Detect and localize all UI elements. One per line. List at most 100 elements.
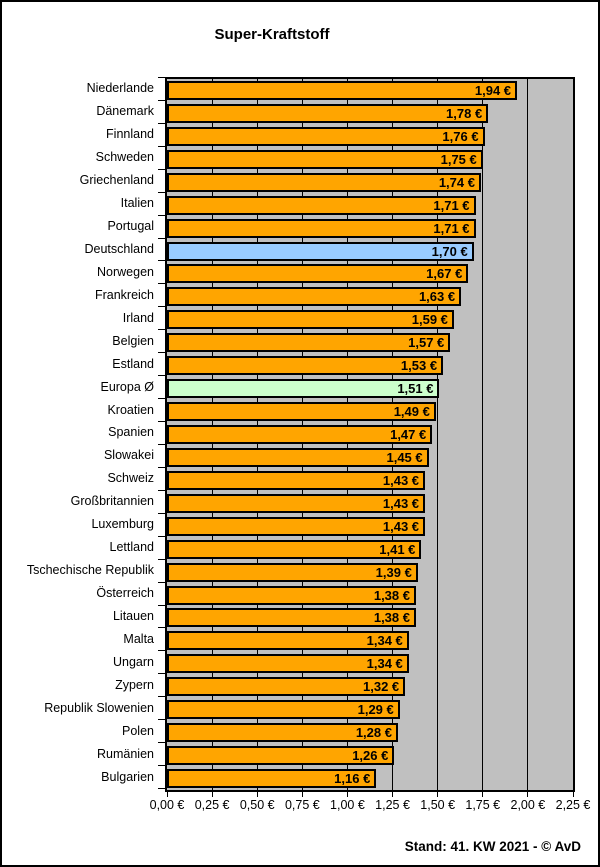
bar: 1,43 € [167, 493, 426, 513]
x-axis: 0,00 € 0,25 € 0,50 € 0,75 € 1,00 € 1,25 € 1,50… [150, 798, 591, 814]
bar: 1,28 € [167, 723, 398, 743]
x-tick-label: 1,75 € [465, 798, 501, 812]
category-label: Rumänien [97, 746, 154, 761]
x-tick-label: 1,50 € [420, 798, 456, 812]
y-tick-mark [158, 214, 165, 216]
bar-value-label: 1,74 € [438, 174, 475, 190]
y-tick-mark [158, 145, 165, 147]
x-tick-label: 2,25 € [555, 798, 591, 812]
y-tick-mark [158, 512, 165, 514]
bar: 1,67 € [167, 264, 469, 284]
gridline [437, 79, 439, 790]
category-label: Italien [120, 196, 154, 211]
y-tick-mark [158, 627, 165, 629]
y-tick-mark [158, 398, 165, 400]
category-label: Slowakei [103, 448, 154, 463]
x-tick-mark [437, 792, 439, 797]
category-label: Estland [112, 356, 154, 371]
x-tick-mark [256, 792, 258, 797]
y-tick-mark [158, 306, 165, 308]
bar: 1,38 € [167, 585, 416, 605]
bar: 1,94 € [167, 80, 518, 100]
bar: 1,38 € [167, 608, 416, 628]
bar: 1,43 € [167, 470, 426, 490]
y-tick-mark [158, 443, 165, 445]
bar-value-label: 1,63 € [418, 289, 456, 305]
x-tick-mark [572, 792, 574, 797]
gridline [527, 79, 529, 790]
bar-value-label: 1,43 € [382, 518, 420, 534]
bar-value-label: 1,43 € [382, 495, 420, 511]
bar-value-label: 1,41 € [379, 541, 416, 557]
y-tick-mark [158, 742, 165, 744]
y-tick-mark [158, 260, 165, 262]
y-tick-mark [158, 329, 165, 331]
bar: 1,26 € [167, 746, 395, 766]
bar: 1,51 € [167, 379, 440, 399]
y-tick-mark [158, 581, 165, 583]
bar-value-label: 1,16 € [334, 771, 371, 787]
category-label: Irland [122, 310, 154, 325]
y-tick-mark [158, 122, 165, 124]
bar: 1,45 € [167, 447, 429, 467]
bar: 1,76 € [167, 126, 485, 146]
category-label: Luxemburg [91, 517, 154, 532]
y-tick-mark [158, 650, 165, 652]
category-label: Litauen [112, 608, 154, 623]
x-tick-label: 0,50 € [239, 798, 275, 812]
bar-value-label: 1,26 € [352, 748, 389, 764]
y-tick-mark [158, 673, 165, 675]
y-tick-mark [158, 352, 165, 354]
category-label: Dänemark [96, 104, 154, 119]
bar: 1,71 € [167, 195, 476, 215]
x-tick-mark [527, 792, 529, 797]
x-tick-label: 1,00 € [330, 798, 365, 812]
bar-value-label: 1,34 € [366, 633, 403, 649]
bar-value-label: 1,32 € [363, 679, 400, 695]
category-label: Deutschland [84, 242, 155, 256]
bar-value-label: 1,38 € [373, 610, 410, 626]
y-tick-mark [158, 558, 165, 560]
bar: 1,49 € [167, 402, 436, 422]
y-tick-mark [158, 283, 165, 285]
y-tick-mark [158, 77, 165, 78]
bar-value-label: 1,71 € [433, 197, 470, 213]
x-tick-label: 1,25 € [375, 798, 410, 812]
x-tick-label: 2,00 € [510, 798, 546, 812]
bar-value-label: 1,94 € [474, 82, 512, 98]
chart-title: Super-Kraftstoff [214, 26, 330, 43]
bar-value-label: 1,67 € [426, 266, 463, 282]
bar-value-label: 1,53 € [400, 358, 438, 374]
y-tick-mark [158, 696, 165, 698]
bar-value-label: 1,57 € [408, 335, 445, 351]
bar-value-label: 1,76 € [442, 128, 479, 144]
bar: 1,39 € [167, 562, 418, 582]
category-label: Österreich [96, 586, 154, 601]
bar-value-label: 1,78 € [446, 105, 483, 121]
category-label: Finnland [106, 127, 154, 142]
category-label: Norwegen [97, 264, 154, 279]
category-label: Schweden [95, 150, 154, 165]
y-tick-mark [158, 765, 165, 767]
category-label: Schweiz [107, 471, 154, 486]
x-tick-mark [392, 792, 394, 797]
category-label: Portugal [107, 219, 154, 234]
y-tick-mark [158, 168, 165, 170]
y-tick-mark [158, 375, 165, 377]
category-label: Kroatien [107, 402, 154, 417]
category-label: Polen [122, 723, 154, 738]
x-tick-label: 0,25 € [194, 798, 230, 812]
category-label: Ungarn [113, 654, 154, 669]
plot-area: 1,94 € 1,78 € 1,76 € 1,75 € 1,74 € 1,71 € 1,71… [165, 77, 575, 797]
bar: 1,57 € [167, 333, 451, 353]
category-label: Frankreich [94, 287, 154, 302]
category-label: Bulgarien [101, 769, 154, 784]
bar: 1,34 € [167, 654, 409, 674]
bar-value-label: 1,51 € [397, 381, 434, 397]
bar: 1,16 € [167, 769, 377, 789]
bar: 1,34 € [167, 631, 409, 651]
bar-value-label: 1,39 € [375, 564, 412, 580]
bar-value-label: 1,38 € [373, 587, 410, 603]
category-label: Griechenland [79, 173, 154, 188]
stand-label: Stand: 41. KW 2021 - © AvD [404, 839, 581, 854]
